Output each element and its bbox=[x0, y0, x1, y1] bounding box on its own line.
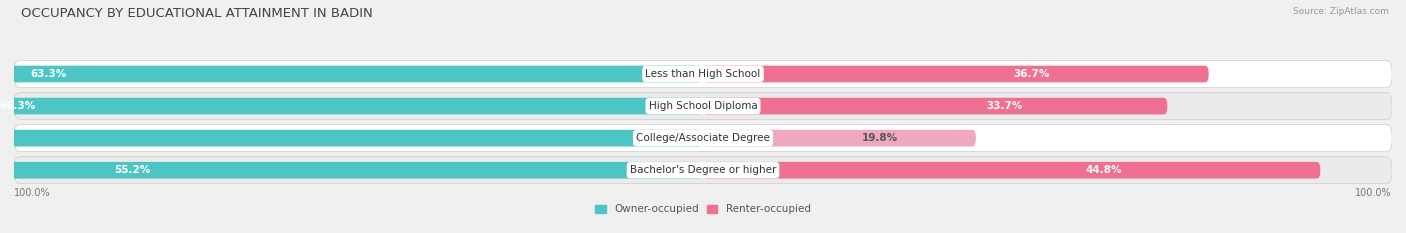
FancyBboxPatch shape bbox=[703, 130, 976, 147]
Text: 66.3%: 66.3% bbox=[0, 101, 37, 111]
Text: College/Associate Degree: College/Associate Degree bbox=[636, 133, 770, 143]
FancyBboxPatch shape bbox=[703, 66, 1209, 82]
FancyBboxPatch shape bbox=[0, 66, 703, 82]
FancyBboxPatch shape bbox=[14, 125, 1392, 152]
Legend: Owner-occupied, Renter-occupied: Owner-occupied, Renter-occupied bbox=[591, 200, 815, 219]
Text: 100.0%: 100.0% bbox=[1355, 188, 1392, 198]
Text: Less than High School: Less than High School bbox=[645, 69, 761, 79]
FancyBboxPatch shape bbox=[0, 162, 703, 178]
Text: 100.0%: 100.0% bbox=[14, 188, 51, 198]
FancyBboxPatch shape bbox=[703, 162, 1320, 178]
Text: 55.2%: 55.2% bbox=[114, 165, 150, 175]
Text: 63.3%: 63.3% bbox=[31, 69, 67, 79]
Text: 19.8%: 19.8% bbox=[862, 133, 898, 143]
Text: 44.8%: 44.8% bbox=[1085, 165, 1122, 175]
FancyBboxPatch shape bbox=[703, 98, 1167, 114]
FancyBboxPatch shape bbox=[0, 130, 703, 147]
Text: High School Diploma: High School Diploma bbox=[648, 101, 758, 111]
FancyBboxPatch shape bbox=[0, 98, 703, 114]
FancyBboxPatch shape bbox=[14, 61, 1392, 87]
Text: Source: ZipAtlas.com: Source: ZipAtlas.com bbox=[1294, 7, 1389, 16]
Text: OCCUPANCY BY EDUCATIONAL ATTAINMENT IN BADIN: OCCUPANCY BY EDUCATIONAL ATTAINMENT IN B… bbox=[21, 7, 373, 20]
Text: Bachelor's Degree or higher: Bachelor's Degree or higher bbox=[630, 165, 776, 175]
Text: 36.7%: 36.7% bbox=[1014, 69, 1050, 79]
FancyBboxPatch shape bbox=[14, 93, 1392, 120]
Text: 33.7%: 33.7% bbox=[987, 101, 1024, 111]
FancyBboxPatch shape bbox=[14, 157, 1392, 184]
